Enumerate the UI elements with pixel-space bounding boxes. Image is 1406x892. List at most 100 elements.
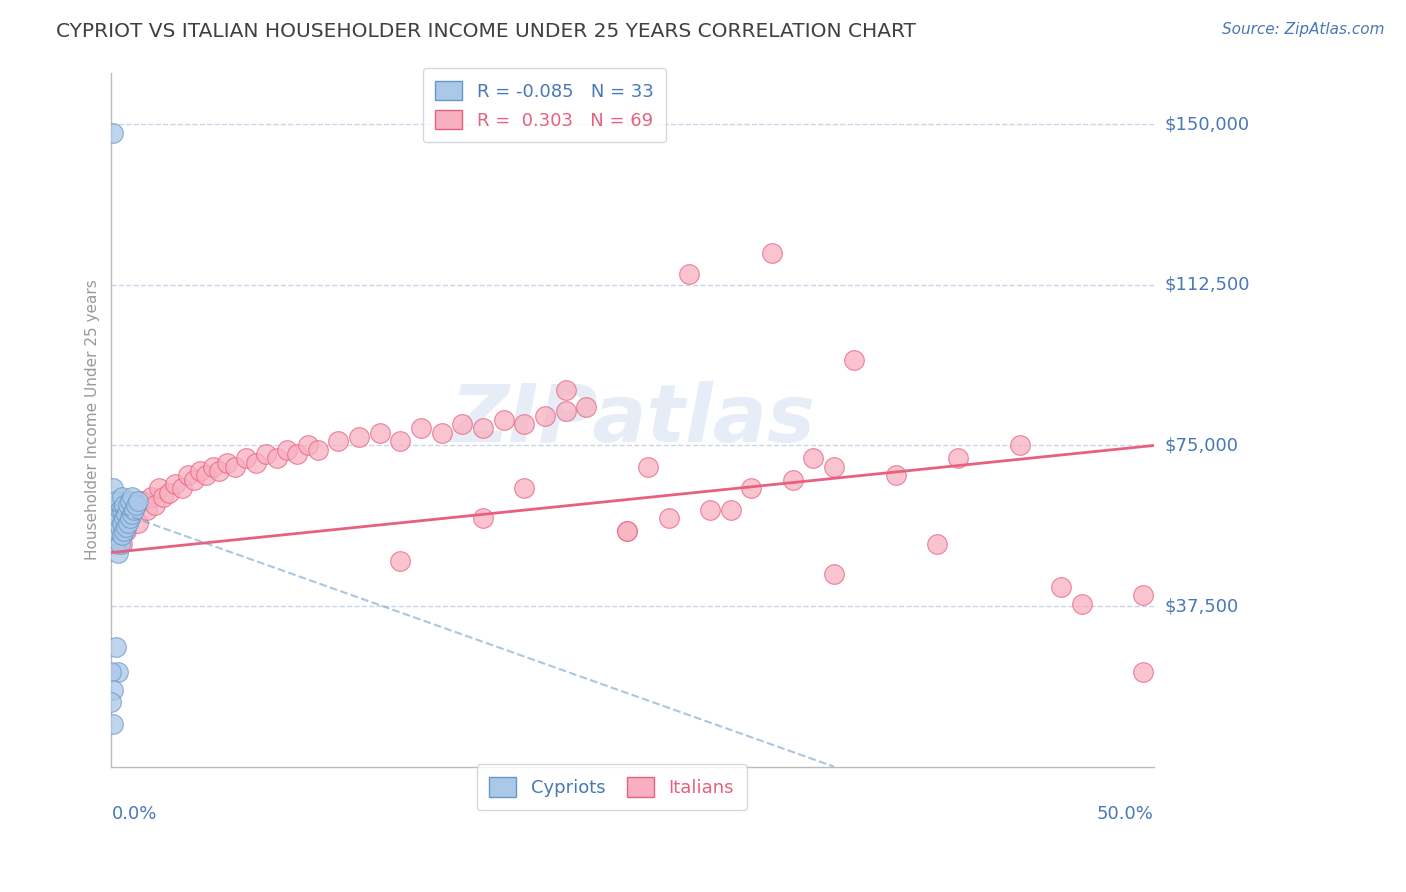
Point [103, 502, 125, 516]
Point [118, 494, 141, 508]
Text: Source: ZipAtlas.com: Source: ZipAtlas.com [1222, 22, 1385, 37]
Point [127, 494, 149, 508]
Point [104, 537, 127, 551]
Point [139, 490, 162, 504]
Point [118, 511, 141, 525]
Text: 0.0%: 0.0% [111, 805, 157, 823]
Point [157, 485, 180, 500]
Point [720, 502, 742, 516]
Point [328, 434, 350, 449]
Point [782, 473, 804, 487]
Point [1050, 580, 1073, 594]
Point [616, 524, 638, 538]
Point [884, 468, 907, 483]
Point [534, 409, 557, 423]
Point [108, 537, 131, 551]
Point [801, 451, 824, 466]
Text: $150,000: $150,000 [1166, 115, 1250, 134]
Point [107, 511, 129, 525]
Point [266, 451, 288, 466]
Point [409, 421, 432, 435]
Text: ZIPatlas: ZIPatlas [450, 381, 815, 458]
Point [117, 516, 139, 530]
Point [103, 716, 125, 731]
Point [389, 434, 412, 449]
Point [112, 524, 135, 538]
Point [215, 456, 238, 470]
Point [451, 417, 474, 431]
Point [297, 438, 319, 452]
Point [513, 417, 536, 431]
Point [111, 528, 134, 542]
Point [104, 640, 127, 654]
Point [103, 126, 125, 140]
Point [235, 451, 257, 466]
Point [108, 502, 131, 516]
Point [112, 511, 135, 525]
Text: 50.0%: 50.0% [1097, 805, 1154, 823]
Point [118, 511, 141, 525]
Text: $75,000: $75,000 [1166, 436, 1239, 455]
Point [554, 404, 576, 418]
Point [761, 245, 783, 260]
Point [111, 516, 134, 530]
Point [471, 421, 494, 435]
Point [107, 524, 129, 538]
Point [152, 490, 174, 504]
Point [103, 682, 125, 697]
Point [107, 665, 129, 680]
Point [208, 464, 231, 478]
Point [115, 520, 138, 534]
Point [224, 459, 246, 474]
Point [699, 502, 721, 516]
Point [513, 481, 536, 495]
Point [616, 524, 638, 538]
Point [148, 481, 170, 495]
Point [195, 468, 218, 483]
Point [678, 267, 700, 281]
Point [1008, 438, 1031, 452]
Point [112, 499, 135, 513]
Point [347, 430, 370, 444]
Legend: Cypriots, Italians: Cypriots, Italians [477, 764, 747, 810]
Point [121, 507, 143, 521]
Point [115, 507, 138, 521]
Point [104, 516, 127, 530]
Point [740, 481, 762, 495]
Point [135, 502, 157, 516]
Point [254, 447, 277, 461]
Text: $37,500: $37,500 [1166, 597, 1239, 615]
Point [121, 490, 143, 504]
Point [122, 502, 145, 516]
Text: CYPRIOT VS ITALIAN HOUSEHOLDER INCOME UNDER 25 YEARS CORRELATION CHART: CYPRIOT VS ITALIAN HOUSEHOLDER INCOME UN… [56, 22, 917, 41]
Point [658, 511, 681, 525]
Point [100, 665, 122, 680]
Text: $112,500: $112,500 [1166, 276, 1250, 294]
Point [117, 499, 139, 513]
Point [107, 545, 129, 559]
Point [104, 494, 127, 508]
Point [170, 481, 193, 495]
Point [637, 459, 659, 474]
Point [111, 490, 134, 504]
Point [127, 516, 149, 530]
Point [430, 425, 453, 440]
Point [111, 502, 134, 516]
Point [143, 499, 166, 513]
Point [131, 494, 153, 508]
Point [844, 352, 866, 367]
Point [125, 499, 148, 513]
Point [823, 566, 845, 581]
Point [177, 468, 200, 483]
Point [471, 511, 494, 525]
Point [276, 442, 298, 457]
Point [575, 400, 598, 414]
Point [245, 456, 267, 470]
Y-axis label: Householder Income Under 25 years: Householder Income Under 25 years [86, 279, 100, 560]
Point [285, 447, 308, 461]
Point [103, 481, 125, 495]
Point [1070, 597, 1092, 611]
Point [188, 464, 211, 478]
Point [108, 520, 131, 534]
Point [1132, 588, 1154, 602]
